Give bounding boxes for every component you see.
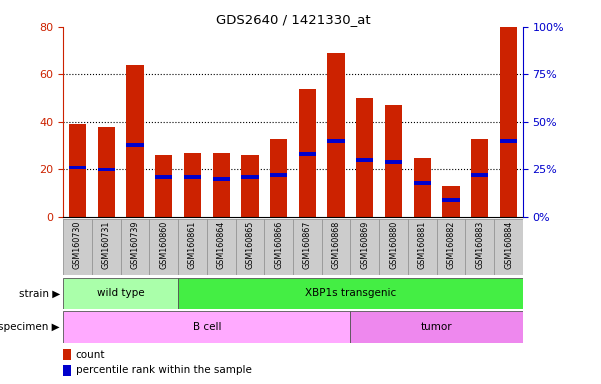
Text: GSM160868: GSM160868 [332,220,341,269]
Bar [241,155,258,217]
Bar [155,155,172,217]
Bar [413,157,431,217]
Bar [328,53,345,217]
Bar [471,173,489,177]
Bar [97,167,115,171]
Bar [126,65,144,217]
Bar [413,181,431,185]
Text: GSM160731: GSM160731 [102,220,111,269]
Text: GSM160861: GSM160861 [188,220,197,269]
Bar [97,127,115,217]
Bar [322,219,350,275]
Bar [184,175,201,179]
Bar [293,219,322,275]
Text: GSM160867: GSM160867 [303,220,312,269]
Text: GSM160880: GSM160880 [389,220,398,269]
Bar [264,219,293,275]
Bar [442,186,460,217]
Bar [69,166,86,169]
Bar [126,143,144,147]
Text: GSM160866: GSM160866 [274,220,283,269]
Bar [63,311,350,343]
Bar [63,278,178,309]
Bar [241,175,258,179]
Bar [207,219,236,275]
Bar [299,89,316,217]
Bar [178,219,207,275]
Bar [356,158,373,162]
Bar [63,219,92,275]
Text: GSM160860: GSM160860 [159,220,168,269]
Bar [178,278,523,309]
Bar [236,219,264,275]
Bar [500,139,517,143]
Bar [500,27,517,217]
Text: XBP1s transgenic: XBP1s transgenic [305,288,396,298]
Text: B cell: B cell [192,322,221,332]
Bar [471,139,489,217]
Text: GSM160864: GSM160864 [216,220,225,269]
Bar [270,139,287,217]
Text: GSM160869: GSM160869 [361,220,370,269]
Text: GDS2640 / 1421330_at: GDS2640 / 1421330_at [216,13,370,26]
Bar [149,219,178,275]
Bar [270,173,287,177]
Text: specimen ▶: specimen ▶ [0,322,60,332]
Text: GSM160884: GSM160884 [504,220,513,269]
Bar [356,98,373,217]
Bar [379,219,408,275]
Bar [299,152,316,156]
Text: strain ▶: strain ▶ [19,288,60,298]
Text: GSM160883: GSM160883 [475,220,484,269]
Text: GSM160739: GSM160739 [130,220,139,269]
Bar [213,153,230,217]
Bar [385,105,402,217]
Bar [442,198,460,202]
Bar [69,124,86,217]
Bar [155,175,172,179]
Text: tumor: tumor [421,322,453,332]
Bar [213,177,230,181]
Bar [121,219,149,275]
Text: wild type: wild type [97,288,144,298]
Bar [385,160,402,164]
Text: count: count [76,350,105,360]
Text: GSM160730: GSM160730 [73,220,82,269]
Text: percentile rank within the sample: percentile rank within the sample [76,365,252,375]
Text: GSM160865: GSM160865 [245,220,254,269]
Bar [465,219,494,275]
Bar [328,139,345,143]
Text: GSM160882: GSM160882 [447,220,456,269]
Bar [350,311,523,343]
Bar [350,219,379,275]
Bar [184,153,201,217]
Bar [437,219,465,275]
Bar [494,219,523,275]
Bar [92,219,121,275]
Text: GSM160881: GSM160881 [418,220,427,269]
Bar [408,219,437,275]
